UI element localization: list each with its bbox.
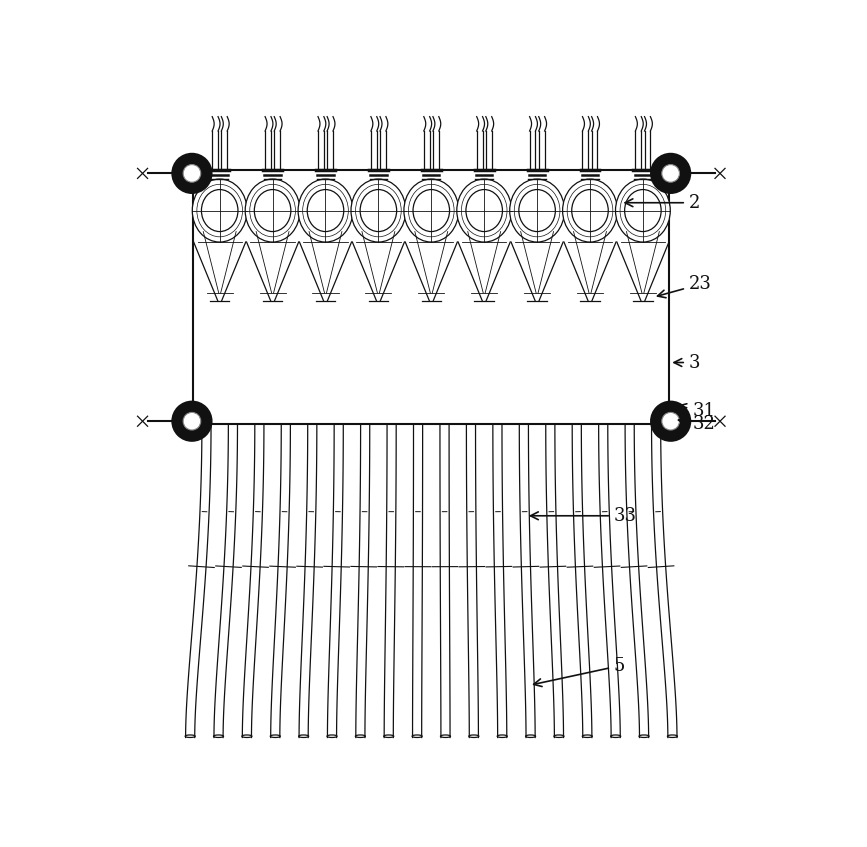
Ellipse shape bbox=[610, 735, 621, 738]
Circle shape bbox=[183, 412, 201, 430]
Ellipse shape bbox=[668, 735, 677, 738]
Ellipse shape bbox=[412, 735, 422, 738]
Ellipse shape bbox=[413, 190, 450, 231]
Text: 33: 33 bbox=[531, 507, 637, 525]
Ellipse shape bbox=[518, 190, 556, 231]
Ellipse shape bbox=[254, 190, 290, 231]
Ellipse shape bbox=[298, 735, 309, 738]
Ellipse shape bbox=[327, 735, 337, 738]
Ellipse shape bbox=[497, 735, 507, 738]
Circle shape bbox=[662, 412, 680, 430]
Circle shape bbox=[183, 164, 201, 182]
Ellipse shape bbox=[440, 735, 451, 738]
Ellipse shape bbox=[469, 735, 479, 738]
Text: 23: 23 bbox=[657, 275, 712, 298]
Text: 31: 31 bbox=[679, 402, 715, 420]
Ellipse shape bbox=[404, 179, 459, 242]
Text: 2: 2 bbox=[625, 194, 701, 212]
Ellipse shape bbox=[571, 190, 609, 231]
Bar bbox=[193, 170, 669, 424]
Ellipse shape bbox=[192, 179, 247, 242]
Text: 32: 32 bbox=[679, 416, 715, 434]
Ellipse shape bbox=[307, 190, 343, 231]
Ellipse shape bbox=[186, 735, 195, 738]
Ellipse shape bbox=[457, 179, 512, 242]
Ellipse shape bbox=[271, 735, 280, 738]
Ellipse shape bbox=[245, 179, 300, 242]
Ellipse shape bbox=[351, 179, 406, 242]
Ellipse shape bbox=[624, 190, 662, 231]
Ellipse shape bbox=[360, 190, 397, 231]
Text: 3: 3 bbox=[674, 353, 701, 372]
Ellipse shape bbox=[525, 735, 536, 738]
Ellipse shape bbox=[554, 735, 564, 738]
Ellipse shape bbox=[639, 735, 649, 738]
Ellipse shape bbox=[466, 190, 503, 231]
Circle shape bbox=[651, 154, 690, 193]
Ellipse shape bbox=[213, 735, 224, 738]
Circle shape bbox=[651, 401, 690, 440]
Circle shape bbox=[173, 401, 212, 440]
Ellipse shape bbox=[583, 735, 592, 738]
Ellipse shape bbox=[616, 179, 670, 242]
Circle shape bbox=[173, 154, 212, 193]
Text: 5: 5 bbox=[534, 656, 625, 687]
Circle shape bbox=[662, 164, 680, 182]
Ellipse shape bbox=[242, 735, 252, 738]
Ellipse shape bbox=[510, 179, 564, 242]
Ellipse shape bbox=[298, 179, 353, 242]
Ellipse shape bbox=[384, 735, 394, 738]
Ellipse shape bbox=[563, 179, 617, 242]
Ellipse shape bbox=[355, 735, 365, 738]
Ellipse shape bbox=[201, 190, 238, 231]
